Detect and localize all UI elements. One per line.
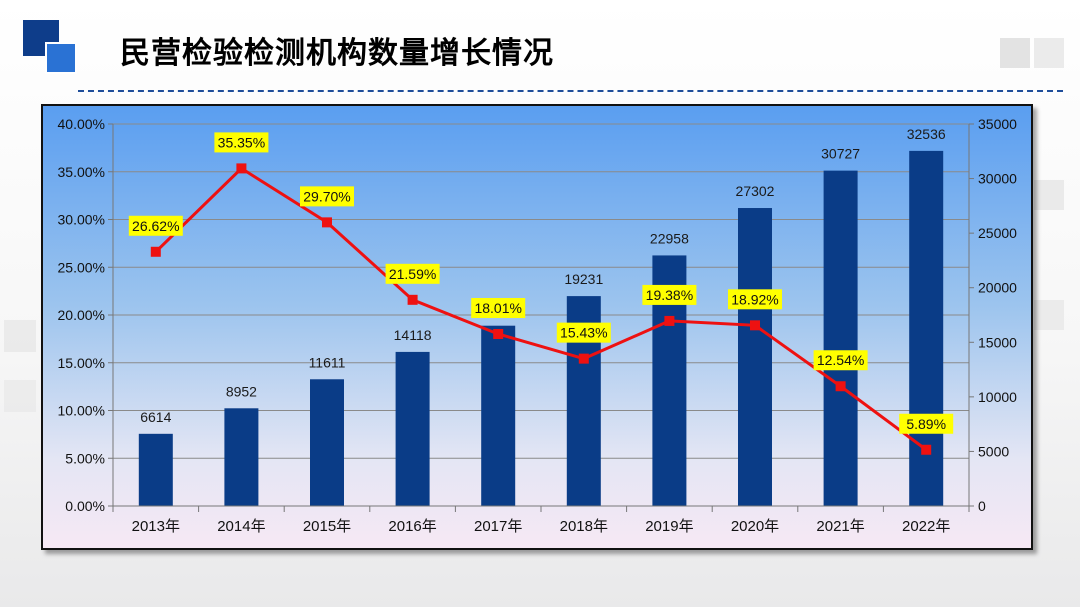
chart-frame: 0.00% 5.00% 10.00% 15.00% 20.00% 25.00% 30.00%… [41,104,1033,550]
rate-value-label: 35.35% [218,134,265,150]
background-tile [1034,180,1064,210]
title-divider [78,90,1063,92]
right-tick-label: 0 [978,498,986,514]
bar [481,325,516,506]
x-tick-label: 2014年 [217,518,265,535]
rate-value-label: 18.92% [731,291,778,307]
rate-label-box [471,298,526,319]
bar-value-label: 19231 [564,271,603,287]
x-tick-label: 2016年 [388,518,436,535]
background-tile [1034,38,1064,68]
right-tick-label: 10000 [978,389,1017,405]
axes: 0.00% 5.00% 10.00% 15.00% 20.00% 25.00% 30.00%… [58,116,1018,535]
right-tick-label: 15000 [978,334,1017,350]
bar-value-label: 22958 [650,230,689,246]
bar-value-label: 14118 [394,327,432,343]
rate-label-box [728,289,782,310]
rate-value-label: 12.54% [817,352,864,368]
bar [224,408,259,506]
background-tile [4,380,36,412]
bar-value-label: 30727 [821,146,860,162]
growth-rate-line [154,166,928,451]
rate-label-box [642,284,697,305]
bar-value-label: 32536 [907,126,946,142]
rate-value-label: 21.59% [389,266,436,282]
background-tile [1000,38,1030,68]
rate-label-box [385,263,440,284]
line-marker [236,163,247,174]
x-tick-label: 2018年 [560,518,608,535]
line-marker [150,246,161,257]
line-marker [664,315,675,326]
line-marker [493,329,504,340]
line-marker [407,294,418,305]
left-tick-label: 20.00% [58,307,105,323]
right-tick-label: 20000 [978,280,1017,296]
right-tick-label: 30000 [978,171,1017,187]
right-tick-label: 35000 [978,116,1017,132]
x-tick-label: 2019年 [645,518,693,535]
rate-label-box [214,132,269,153]
line-series [150,163,932,455]
combo-chart: 0.00% 5.00% 10.00% 15.00% 20.00% 25.00% 30.00%… [43,106,1031,548]
left-tick-label: 25.00% [58,259,105,275]
right-tick-label: 25000 [978,225,1017,241]
rate-value-label: 19.38% [646,287,693,303]
left-tick-label: 0.00% [65,498,105,514]
left-tick-label: 15.00% [58,355,105,371]
rate-value-label: 5.89% [906,416,946,432]
left-tick-label: 40.00% [58,116,105,132]
bar-value-label: 6614 [140,409,171,425]
rate-value-label: 29.70% [303,188,350,204]
bar [738,208,772,506]
rate-label-box [899,413,954,434]
rate-label-box [813,350,868,371]
left-tick-label: 5.00% [65,450,105,466]
line-marker [578,353,589,364]
rate-value-label: 26.62% [132,218,179,234]
bar [395,351,430,506]
line-marker [835,381,846,392]
page-title: 民营检验检测机构数量增长情况 [120,36,554,71]
rate-label-box [556,322,611,343]
line-marker [322,217,332,228]
background-tile [4,320,36,352]
x-tick-label: 2017年 [474,518,522,535]
x-tick-label: 2021年 [816,518,864,535]
logo-square-light [45,42,77,74]
left-tick-label: 10.00% [58,403,105,419]
rate-label-box [300,186,354,207]
x-tick-label: 2013年 [132,518,180,535]
background-tile [1034,300,1064,330]
right-tick-label: 5000 [978,443,1009,459]
left-tick-label: 30.00% [58,212,105,228]
line-marker [921,444,932,455]
rate-value-label: 15.43% [560,325,607,341]
x-tick-label: 2015年 [303,518,351,535]
rate-value-label: 18.01% [474,300,521,316]
bar-value-label: 11611 [309,354,346,370]
x-tick-label: 2022年 [902,518,950,535]
data-labels: 6614 8952 11611 14118 19231 22958 27302 30727 32… [128,126,954,434]
x-tick-label: 2020年 [731,518,779,535]
bar-value-label: 27302 [736,183,775,199]
bar-value-label: 8952 [226,383,257,399]
left-tick-label: 35.00% [58,164,105,180]
bar [138,433,173,506]
bar [823,170,858,506]
bar [310,379,344,506]
chart-background [43,106,1031,548]
line-marker [750,320,760,331]
rate-label-box [128,215,183,236]
